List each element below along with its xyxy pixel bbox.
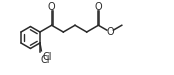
- Text: O: O: [95, 2, 102, 12]
- Text: Cl: Cl: [41, 55, 50, 65]
- Text: O: O: [48, 2, 56, 12]
- Text: O: O: [106, 27, 114, 37]
- Text: Cl: Cl: [42, 52, 52, 62]
